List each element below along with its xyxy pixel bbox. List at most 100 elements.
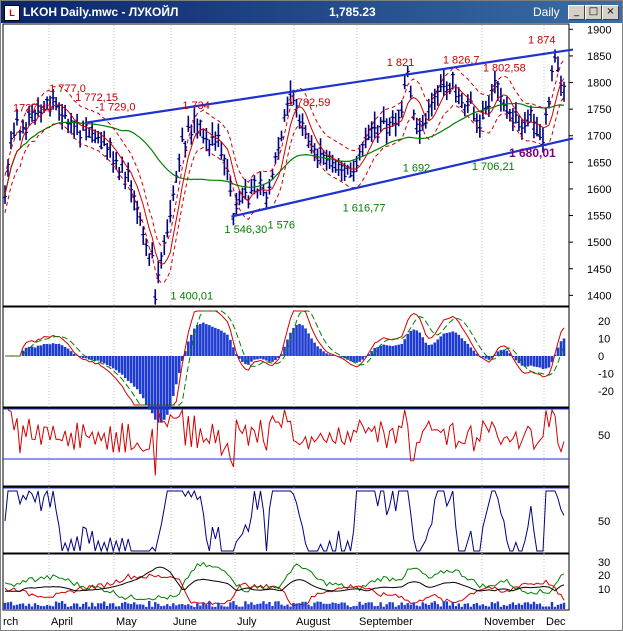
macd-histogram-bar xyxy=(400,343,404,356)
y-tick-label: 1850 xyxy=(587,51,611,63)
macd-histogram-bar xyxy=(370,351,373,356)
macd-histogram-bar xyxy=(172,356,175,397)
volume-bar xyxy=(343,602,346,609)
volume-bar xyxy=(108,603,112,609)
stochastic-line xyxy=(4,489,565,553)
macd-histogram-bar xyxy=(349,356,352,362)
macd-histogram-bar xyxy=(99,356,103,363)
volume-bar xyxy=(418,606,421,609)
macd-histogram-bar xyxy=(427,344,431,356)
chart-app-icon[interactable]: L xyxy=(4,5,20,21)
price-layer: 1 777,0 1727,41 1 772,15-1 729,0 1 734 1 782… xyxy=(3,34,574,305)
rsi-panel xyxy=(2,407,570,487)
annotation-label-green: 1 400,01 xyxy=(170,290,213,302)
macd-histogram-bar xyxy=(352,356,355,363)
volume-bar xyxy=(475,602,479,609)
macd-histogram-bar xyxy=(523,356,527,367)
volume-bar xyxy=(253,604,256,609)
macd-histogram-bar xyxy=(376,347,379,356)
volume-bar xyxy=(379,602,382,609)
volume-bar xyxy=(136,604,139,609)
volume-bar xyxy=(493,603,497,609)
volume-bar xyxy=(382,606,385,609)
volume-bar xyxy=(373,606,376,609)
macd-histogram-bar xyxy=(460,338,464,356)
volume-bar xyxy=(529,604,533,609)
annotation-label-red: 1 874 xyxy=(528,34,556,46)
volume-bar xyxy=(220,605,223,609)
macd-histogram-bar xyxy=(75,355,79,356)
volume-bar xyxy=(508,604,512,609)
macd-histogram-bar xyxy=(556,347,560,356)
volume-bar xyxy=(310,606,313,609)
volume-bar xyxy=(487,606,491,609)
macd-histogram-bar xyxy=(445,332,449,356)
macd-histogram-bar xyxy=(132,356,136,387)
maximize-button[interactable]: □ xyxy=(585,5,602,20)
y-tick-label: 1550 xyxy=(587,211,611,223)
volume-bar xyxy=(550,601,554,609)
macd-histogram-bar xyxy=(457,334,461,356)
window-title: LKOH Daily.mwc - ЛУКОЙЛ xyxy=(23,5,179,19)
volume-bar xyxy=(114,606,118,609)
macd-tick-label: 20 xyxy=(598,316,610,328)
volume-bar xyxy=(271,606,274,609)
macd-histogram-bar xyxy=(108,356,112,367)
rsi-line xyxy=(7,408,565,476)
macd-histogram-bar xyxy=(532,356,536,367)
volume-bar xyxy=(481,604,485,609)
volume-bar xyxy=(340,602,343,609)
stoch-layer xyxy=(3,487,569,553)
volume-bar xyxy=(562,602,566,609)
macd-histogram-bar xyxy=(529,356,533,366)
annotation-label-red: 1 821 xyxy=(387,57,415,69)
volume-bar xyxy=(148,601,151,609)
macd-histogram-bar xyxy=(48,344,52,356)
volume-bar xyxy=(466,603,470,609)
macd-histogram-bar xyxy=(235,354,238,356)
macd-histogram-bar xyxy=(141,356,145,399)
macd-histogram-bar xyxy=(430,344,434,356)
volume-bar xyxy=(87,606,91,609)
volume-bar xyxy=(84,602,88,609)
annotation-label-red: 1 734 xyxy=(182,100,210,112)
macd-histogram-bar xyxy=(102,356,106,364)
macd-histogram-bar xyxy=(202,322,205,356)
volume-bar xyxy=(454,606,458,609)
macd-histogram-bar xyxy=(535,356,539,368)
macd-histogram-bar xyxy=(199,323,202,356)
volume-bar xyxy=(229,602,232,609)
macd-histogram-bar xyxy=(226,334,229,356)
title-bar[interactable]: L LKOH Daily.mwc - ЛУКОЙЛ 1,785.23 Daily… xyxy=(1,1,622,23)
dmi-tick-label: 10 xyxy=(598,584,610,596)
volume-bar xyxy=(352,606,355,609)
close-button[interactable]: × xyxy=(602,5,619,20)
volume-bar xyxy=(421,602,424,609)
volume-bar xyxy=(286,604,289,609)
volume-bar xyxy=(484,605,488,609)
volume-bar xyxy=(93,606,97,609)
macd-histogram-bar xyxy=(256,356,259,360)
macd-histogram-bar xyxy=(229,339,232,356)
macd-histogram-bar xyxy=(544,356,548,369)
macd-histogram-bar xyxy=(361,356,364,360)
macd-line xyxy=(5,310,565,406)
volume-bar xyxy=(30,606,34,609)
macd-histogram-bar xyxy=(301,325,304,356)
volume-bar xyxy=(490,602,494,609)
ma-short-line xyxy=(4,78,565,265)
volume-bar xyxy=(265,603,268,609)
volume-bar xyxy=(151,606,154,609)
volume-bar xyxy=(346,605,349,609)
chart-area: 1 777,0 1727,41 1 772,15-1 729,0 1 734 1 782… xyxy=(2,23,614,628)
macd-histogram-bar xyxy=(442,333,446,356)
macd-histogram-bar xyxy=(280,354,283,356)
volume-bar xyxy=(69,606,73,609)
y-tick-label: 1800 xyxy=(587,78,611,90)
volume-bar xyxy=(226,606,229,609)
macd-histogram-bar xyxy=(72,353,76,356)
volume-bar xyxy=(535,604,539,609)
annotation-label-red: -1 729,0 xyxy=(95,101,135,113)
minimize-button[interactable]: _ xyxy=(568,5,585,20)
